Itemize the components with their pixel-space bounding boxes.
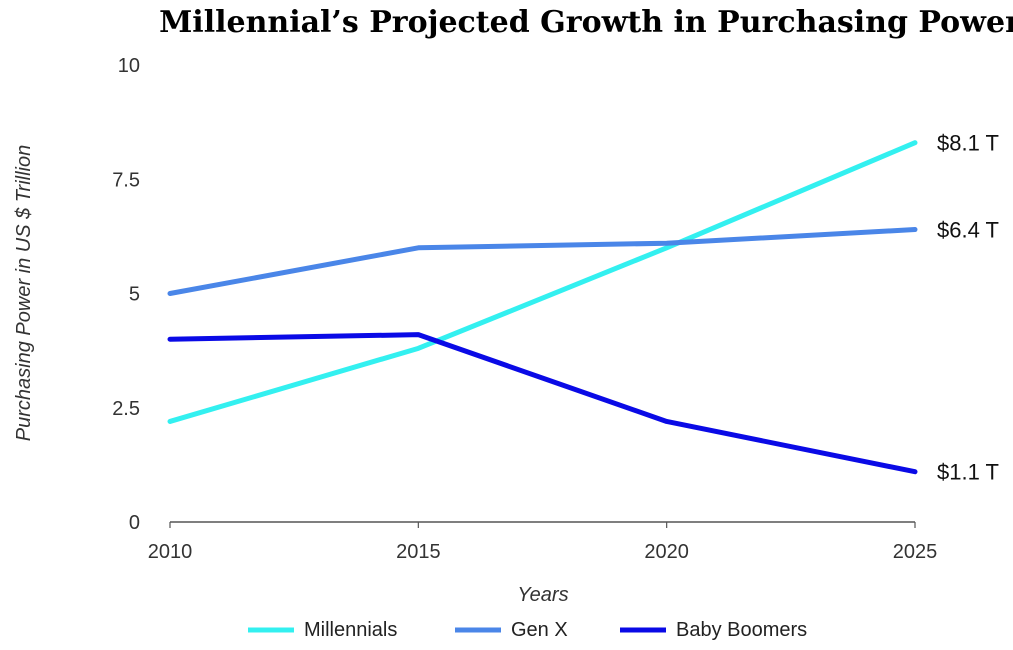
- legend-label: Baby Boomers: [676, 619, 807, 641]
- end-label-gen-x: $6.4 T: [937, 218, 999, 243]
- series-line-baby-boomers: [167, 332, 918, 475]
- legend-label: Millennials: [304, 619, 397, 641]
- x-tick-label: 2020: [644, 541, 689, 563]
- y-tick-label: 0: [129, 512, 140, 534]
- series-line-millennials: [167, 140, 918, 424]
- x-tick-label: 2015: [396, 541, 441, 563]
- x-axis-title: Years: [517, 584, 568, 606]
- series-line-gen-x: [167, 227, 918, 296]
- end-label-baby-boomers: $1.1 T: [937, 460, 999, 485]
- x-axis-ticks: 2010 2015 2020 2025: [148, 522, 938, 563]
- chart-title: Millennial’s Projected Growth in Purchas…: [159, 5, 1013, 40]
- end-labels: $8.1 T $6.4 T $1.1 T: [937, 131, 999, 485]
- y-tick-label: 5: [129, 284, 140, 306]
- series-lines: [167, 140, 918, 475]
- legend: Millennials Gen X Baby Boomers: [248, 619, 807, 641]
- y-tick-label: 10: [118, 55, 140, 77]
- y-axis-title: Purchasing Power in US $ Trillion: [13, 145, 35, 441]
- x-tick-label: 2025: [893, 541, 938, 563]
- y-tick-label: 7.5: [112, 169, 140, 191]
- y-axis-ticks: 0 2.5 5 7.5 10: [112, 55, 140, 534]
- x-tick-label: 2010: [148, 541, 193, 563]
- y-tick-label: 2.5: [112, 398, 140, 420]
- legend-label: Gen X: [511, 619, 568, 641]
- end-label-millennials: $8.1 T: [937, 131, 999, 156]
